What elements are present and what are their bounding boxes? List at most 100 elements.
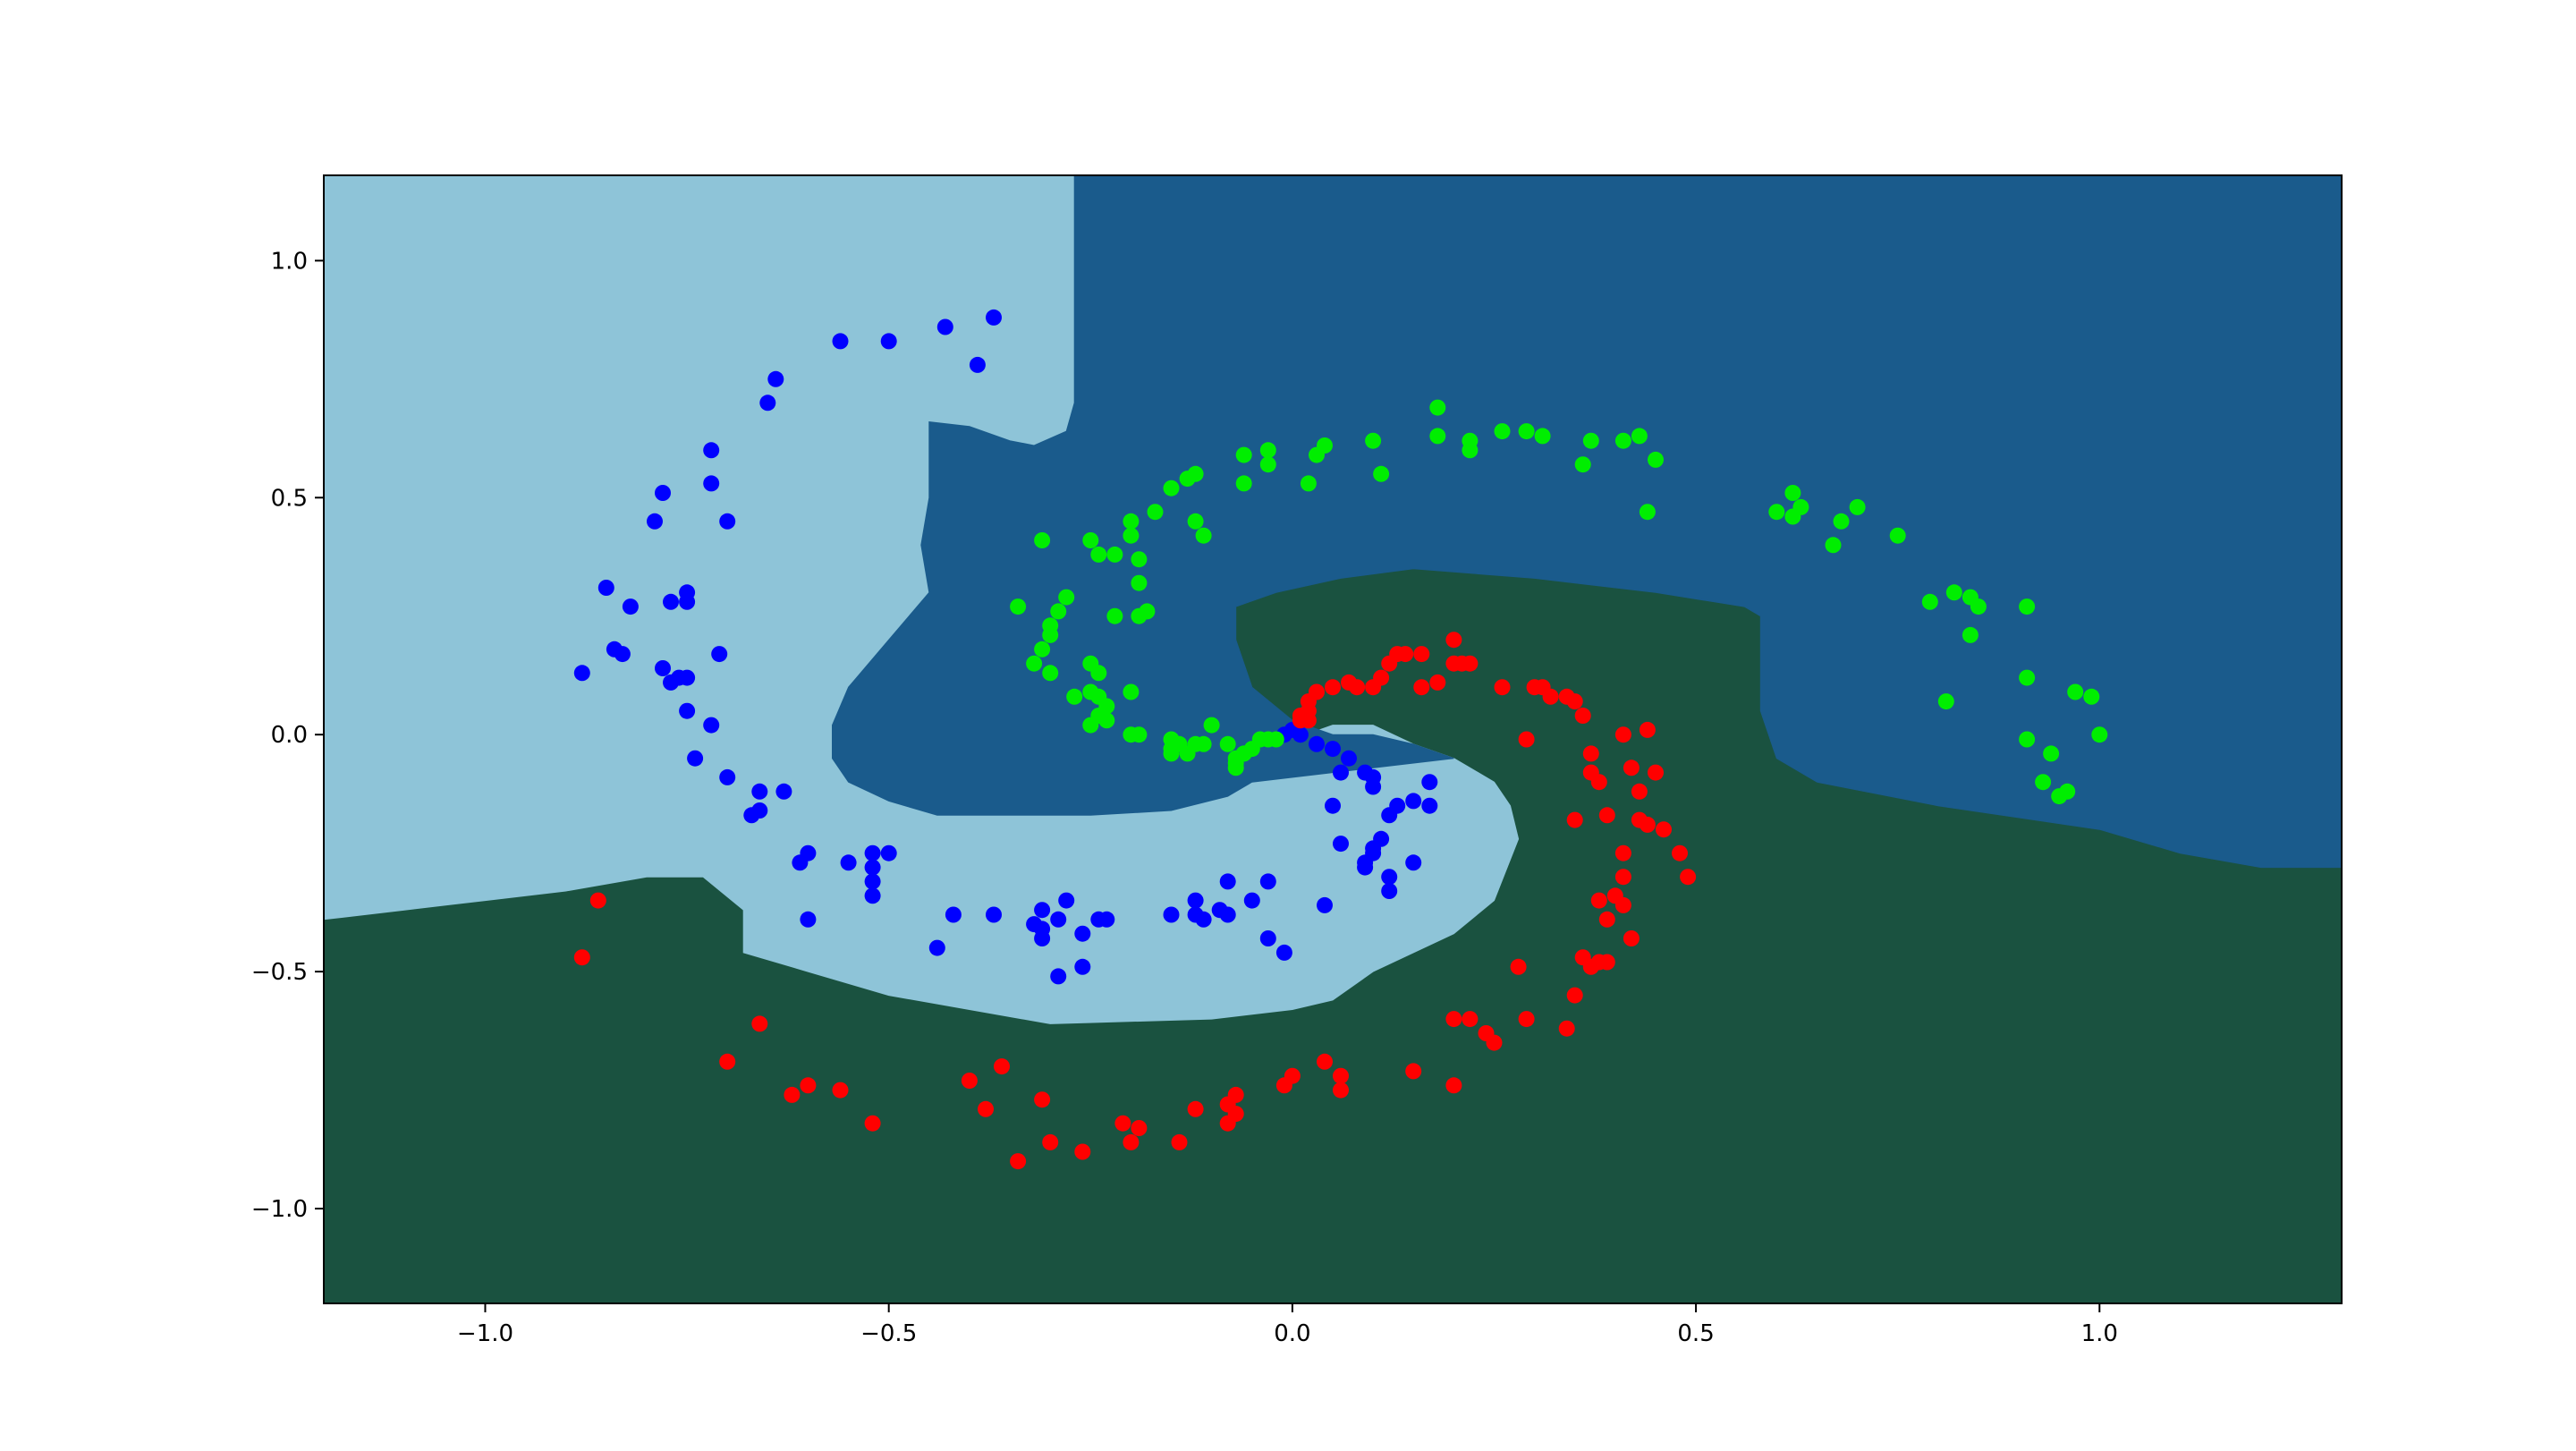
point-class-0 [703,442,720,459]
point-class-2 [1486,1034,1503,1051]
point-class-0 [864,859,881,876]
point-class-2 [1462,655,1479,672]
point-class-0 [1381,869,1398,886]
x-tick-label: −0.5 [860,1320,917,1347]
point-class-1 [1050,603,1067,620]
point-class-2 [1614,726,1631,743]
point-class-0 [751,783,768,800]
point-class-1 [1219,735,1236,752]
point-class-1 [2091,726,2108,743]
point-class-2 [1574,708,1591,724]
point-class-1 [1235,475,1252,492]
point-class-1 [1058,589,1075,606]
point-class-2 [1639,721,1656,738]
point-class-0 [622,598,639,615]
point-class-1 [1123,683,1140,700]
point-class-0 [1341,750,1357,767]
point-class-1 [1123,513,1140,530]
point-class-2 [1631,783,1648,800]
point-class-1 [1889,527,1906,544]
point-class-1 [1042,665,1059,682]
point-class-2 [1510,958,1527,975]
point-class-0 [767,370,784,387]
point-class-0 [1074,925,1091,942]
point-class-2 [1405,1063,1422,1080]
y-tick-label: −0.5 [251,959,308,986]
point-class-2 [1614,869,1631,886]
point-class-2 [1614,844,1631,861]
point-class-2 [1614,896,1631,913]
point-class-0 [832,333,849,350]
point-class-1 [2059,783,2076,800]
point-class-2 [961,1073,978,1089]
point-class-0 [663,593,679,610]
point-class-1 [1945,584,1962,601]
point-class-2 [1639,816,1656,833]
point-class-1 [1962,626,1979,643]
point-class-2 [1566,987,1583,1004]
point-class-2 [1518,1011,1535,1028]
y-axis: −1.0 −0.5 0.0 0.5 1.0 [251,248,324,1223]
point-class-0 [703,717,720,734]
point-class-1 [1131,574,1148,591]
point-class-2 [1114,1115,1131,1132]
point-class-0 [614,646,631,663]
point-class-1 [1849,498,1866,515]
point-class-2 [994,1058,1010,1075]
point-class-2 [1445,1011,1462,1028]
point-class-2 [1672,844,1688,861]
point-class-1 [1090,665,1107,682]
point-class-1 [1582,432,1599,449]
point-class-2 [1566,811,1583,828]
point-class-2 [1680,869,1697,886]
point-class-0 [840,854,857,871]
point-class-0 [864,873,881,890]
point-class-1 [1429,399,1446,416]
point-class-0 [986,906,1002,923]
point-class-0 [1259,873,1276,890]
point-class-1 [1235,446,1252,463]
point-class-0 [880,844,897,861]
point-class-2 [1397,646,1414,663]
point-class-0 [1317,896,1333,913]
point-class-1 [1648,451,1664,468]
point-class-2 [784,1086,801,1103]
point-class-0 [759,395,776,412]
point-class-1 [1784,508,1801,525]
point-class-1 [1921,593,1938,610]
point-class-2 [1623,930,1640,946]
point-class-1 [2067,683,2084,700]
point-class-1 [1098,712,1115,729]
point-class-1 [1163,479,1180,496]
point-class-1 [1082,717,1099,734]
point-class-0 [573,665,590,682]
point-class-2 [1309,683,1325,700]
point-class-1 [1614,432,1631,449]
point-class-0 [1187,892,1204,909]
point-class-1 [1631,428,1648,445]
point-class-1 [1106,607,1123,624]
x-tick-label: 0.5 [1677,1320,1714,1347]
point-class-2 [1034,1091,1051,1108]
point-class-1 [1309,446,1325,463]
point-class-2 [1590,892,1607,909]
point-class-2 [1558,1020,1575,1037]
point-class-1 [1187,465,1204,482]
point-class-2 [1623,759,1640,776]
point-class-0 [711,646,728,663]
point-class-1 [1034,641,1051,658]
point-class-1 [1034,532,1051,548]
point-class-0 [1195,911,1212,928]
point-class-0 [1373,830,1390,847]
point-class-0 [1034,930,1051,946]
point-class-1 [1131,551,1148,568]
point-class-2 [1598,807,1615,824]
point-class-2 [1445,632,1462,649]
point-class-1 [1300,475,1317,492]
point-class-0 [775,783,792,800]
point-class-0 [1243,892,1260,909]
point-class-0 [1058,892,1075,909]
point-class-1 [1825,537,1842,554]
point-class-2 [1413,646,1430,663]
